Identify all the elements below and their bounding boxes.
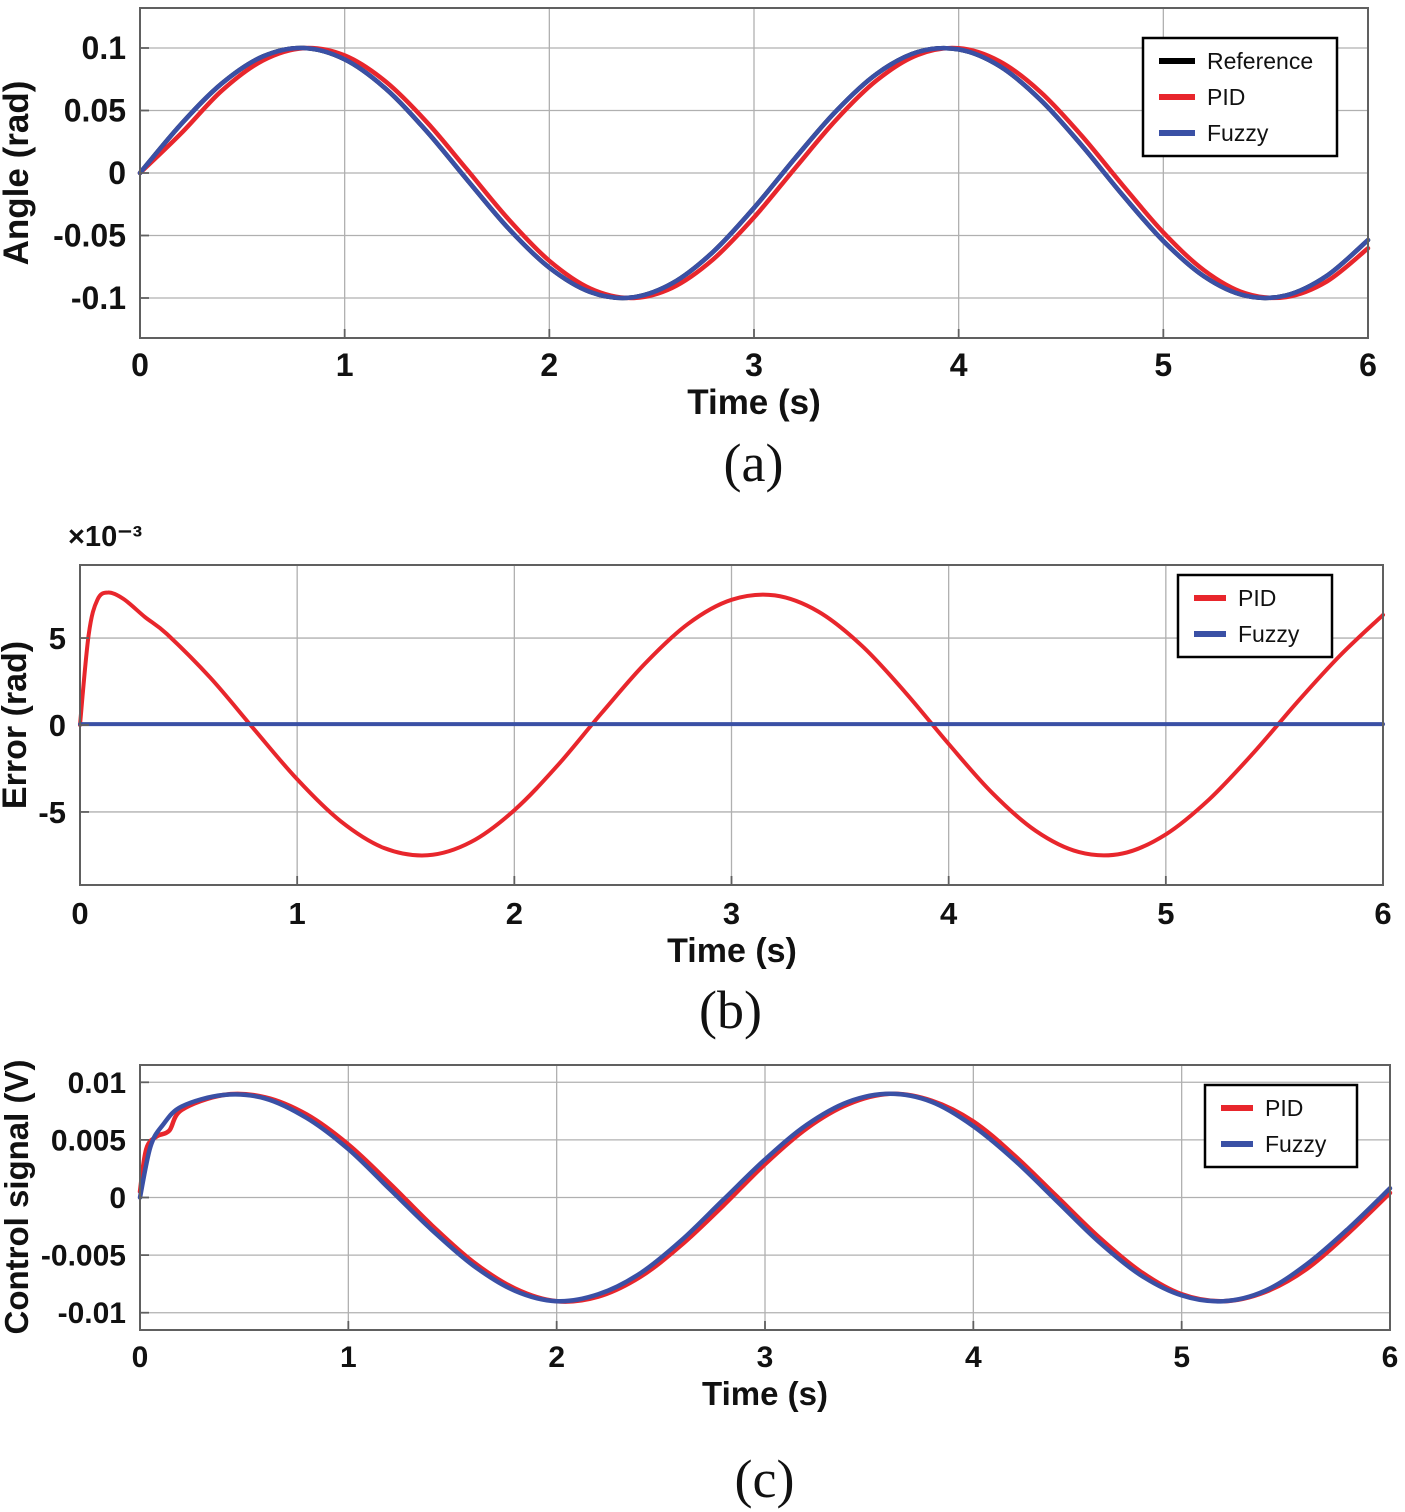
x-tick-label: 0 (71, 896, 88, 931)
x-tick-label: 2 (506, 896, 523, 931)
chart-b-caption: (b) (0, 975, 1405, 1045)
x-tick-label: 1 (340, 1341, 357, 1374)
y-tick-label: -0.01 (58, 1297, 126, 1330)
chart-a-plot: 0 1 2 3 4 5 6 0.1 0.05 0 -0.05 -0.1 Time (s) Angle (r… (0, 7, 1377, 422)
x-tick-label: 4 (965, 1341, 982, 1374)
legend-box (1176, 573, 1334, 659)
x-tick-label: 5 (1157, 896, 1174, 931)
y-axis-label: Control signal (V) (0, 1060, 35, 1335)
x-tick-label: 0 (132, 1341, 149, 1374)
x-tick-label: 5 (1154, 347, 1172, 383)
x-tick-label: 6 (1382, 1341, 1399, 1374)
x-tick-label: 1 (336, 347, 354, 383)
y-tick-label: -0.005 (41, 1240, 126, 1273)
x-axis-label: Time (s) (667, 932, 797, 970)
legend-label-pid: PID (1265, 1095, 1303, 1121)
y-axis-label: Angle (rad) (0, 81, 36, 266)
y-tick-label: 0.01 (68, 1067, 126, 1100)
legend-label-pid: PID (1207, 84, 1245, 110)
series-line-fuzzy (137, 45, 1371, 301)
chart-b-caption-text: (b) (699, 980, 762, 1040)
y-tick-label: -0.05 (53, 218, 126, 254)
chart-a-caption: (a) (0, 425, 1405, 500)
legend-label-reference: Reference (1207, 48, 1313, 74)
legend-label-pid: PID (1238, 585, 1276, 611)
y-tick-label: 5 (49, 621, 66, 656)
chart-c: 0 1 2 3 4 5 6 0.01 0.005 0 -0.005 -0.01 Time (s) Cont… (0, 1045, 1405, 1512)
x-tick-label: 3 (757, 1341, 774, 1374)
y-axis-multiplier-label: ×10⁻³ (68, 521, 142, 553)
y-tick-label: -5 (38, 795, 66, 830)
chart-a-caption-text: (a) (723, 432, 784, 493)
series-line-pid (137, 45, 1371, 301)
chart-c-caption-text: (c) (734, 1448, 795, 1509)
y-tick-label: 0 (108, 155, 126, 191)
y-tick-label: 0.05 (64, 93, 126, 129)
legend-box (1203, 1083, 1359, 1169)
series-line-pid (78, 590, 1385, 858)
chart-b-plot: 0 1 2 3 4 5 6 5 0 -5 Time (s) Error (rad) ×10⁻³ PID Fu… (0, 521, 1392, 970)
x-tick-label: 3 (723, 896, 740, 931)
y-tick-label: 0 (109, 1182, 126, 1215)
x-axis-label: Time (s) (702, 1375, 828, 1412)
x-axis-label: Time (s) (687, 383, 821, 422)
x-tick-label: 5 (1173, 1341, 1190, 1374)
x-tick-label: 2 (540, 347, 558, 383)
chart-c-caption: (c) (0, 1445, 1405, 1512)
y-axis-label: Error (rad) (0, 641, 34, 809)
series-line-fuzzy (137, 1091, 1393, 1304)
x-tick-label: 1 (289, 896, 306, 931)
y-tick-label: 0.005 (51, 1124, 126, 1157)
y-tick-label: -0.1 (71, 280, 126, 316)
legend-label-fuzzy: Fuzzy (1207, 120, 1269, 146)
chart-c-plot: 0 1 2 3 4 5 6 0.01 0.005 0 -0.005 -0.01 Time (s) Cont… (0, 1060, 1399, 1413)
chart-b: 0 1 2 3 4 5 6 5 0 -5 Time (s) Error (rad) ×10⁻³ PID Fu… (0, 500, 1405, 1045)
chart-a: 0 1 2 3 4 5 6 0.1 0.05 0 -0.05 -0.1 Time (s) Angle (r… (0, 0, 1405, 500)
y-tick-label: 0 (49, 708, 66, 743)
legend-label-fuzzy: Fuzzy (1238, 621, 1300, 647)
x-tick-label: 2 (548, 1341, 565, 1374)
x-tick-label: 3 (745, 347, 763, 383)
x-tick-label: 6 (1359, 347, 1377, 383)
x-tick-label: 4 (950, 347, 968, 383)
legend-label-fuzzy: Fuzzy (1265, 1131, 1327, 1157)
x-tick-label: 6 (1374, 896, 1391, 931)
y-tick-label: 0.1 (82, 30, 126, 66)
x-tick-label: 0 (131, 347, 149, 383)
x-tick-label: 4 (940, 896, 958, 931)
